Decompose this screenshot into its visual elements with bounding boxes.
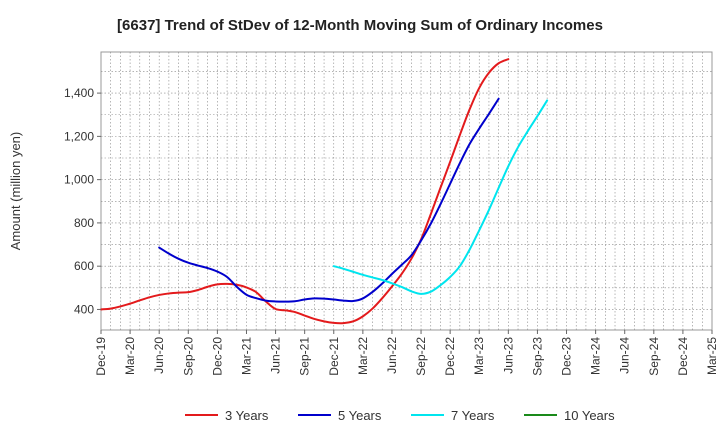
gridlines [101, 52, 712, 330]
series-layer [100, 58, 549, 325]
x-tick-label: Jun-23 [501, 337, 515, 374]
chart-title: [6637] Trend of StDev of 12-Month Moving… [117, 17, 603, 34]
x-tick-label: Mar-24 [589, 337, 603, 375]
x-tick-label: Mar-25 [705, 337, 719, 375]
legend-label: 7 Years [451, 408, 495, 423]
y-tick-label: 400 [74, 302, 94, 316]
legend-label: 3 Years [225, 408, 269, 423]
x-tick-label: Dec-23 [560, 337, 574, 376]
x-tick-label: Dec-24 [676, 337, 690, 376]
x-tick-label: Sep-23 [530, 337, 544, 376]
x-tick-label: Dec-20 [210, 337, 224, 376]
x-tick-label: Jun-24 [618, 337, 632, 374]
x-tick-label: Sep-21 [298, 337, 312, 376]
plot-area [100, 51, 713, 331]
y-tick-label: 800 [74, 216, 94, 230]
series-line-7-years [332, 99, 549, 295]
y-axis-ticks: 400 600 800 1,000 1,200 1,400 [64, 86, 101, 316]
x-tick-label: Jun-22 [385, 337, 399, 374]
series-line-3-years [100, 58, 510, 325]
y-tick-label: 1,400 [64, 86, 94, 100]
x-tick-label: Mar-23 [472, 337, 486, 375]
x-axis-ticks: Dec-19 Mar-20 Jun-20 Sep-20 Dec-20 Mar-21 Jun-… [94, 330, 719, 376]
legend-item: 7 Years [411, 408, 495, 423]
y-axis-label: Amount (million yen) [8, 132, 23, 251]
plot-frame [100, 51, 713, 331]
legend-label: 10 Years [564, 408, 615, 423]
y-tick-label: 1,200 [64, 129, 94, 143]
x-tick-label: Mar-20 [123, 337, 137, 375]
x-tick-label: Sep-20 [181, 337, 195, 376]
y-tick-label: 1,000 [64, 173, 94, 187]
x-tick-label: Sep-24 [647, 337, 661, 376]
legend: 3 Years 5 Years 7 Years 10 Years [185, 408, 615, 423]
x-tick-label: Jun-20 [152, 337, 166, 374]
x-tick-label: Mar-21 [239, 337, 253, 375]
x-tick-label: Sep-22 [414, 337, 428, 376]
y-tick-label: 600 [74, 259, 94, 273]
x-tick-label: Dec-21 [327, 337, 341, 376]
legend-item: 10 Years [524, 408, 615, 423]
legend-item: 3 Years [185, 408, 269, 423]
legend-label: 5 Years [338, 408, 382, 423]
series-line-5-years [158, 97, 500, 303]
x-tick-label: Jun-21 [269, 337, 283, 374]
legend-item: 5 Years [298, 408, 382, 423]
x-tick-label: Dec-22 [443, 337, 457, 376]
x-tick-label: Dec-19 [94, 337, 108, 376]
x-tick-label: Mar-22 [356, 337, 370, 375]
